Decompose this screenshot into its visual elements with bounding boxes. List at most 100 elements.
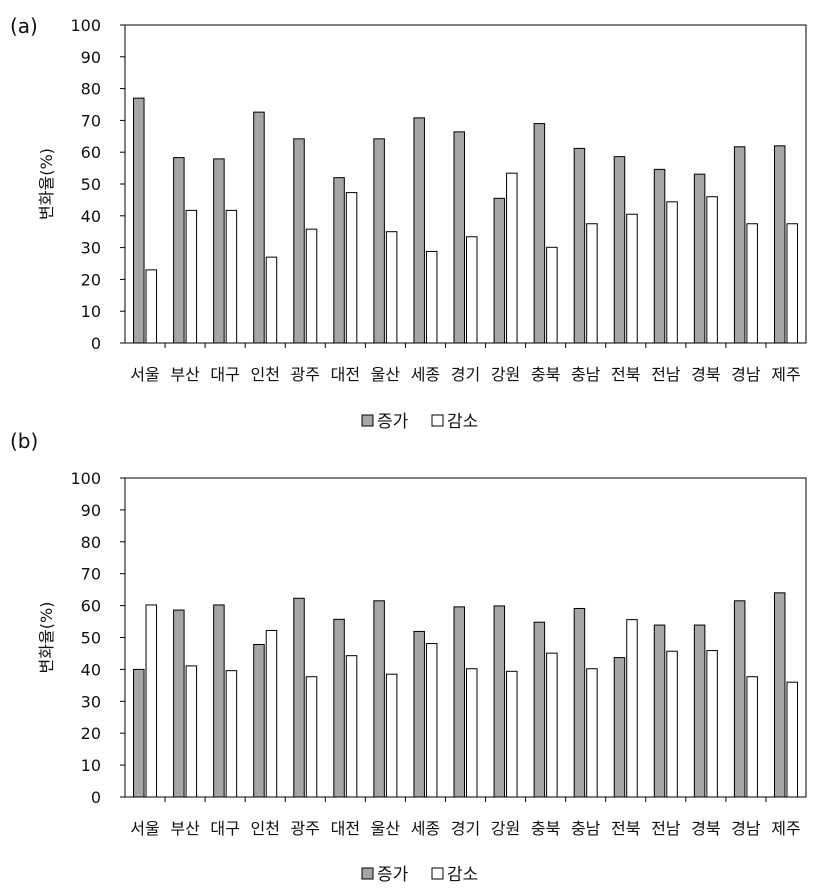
bar-decrease <box>345 655 358 798</box>
y-tick-label: 60 <box>81 597 101 616</box>
x-category-label: 대구 <box>210 819 239 838</box>
y-tick-label: 100 <box>70 469 101 488</box>
chart-panel-a: (a) 0 10 20 30 40 50 60 70 80 90 100 변화율(%) 서울 부산 대구 인천 광… <box>10 14 807 432</box>
bar-decrease <box>305 676 318 798</box>
y-tick-label: 20 <box>81 724 101 743</box>
x-category-label: 충남 <box>571 365 601 384</box>
y-tick-label: 40 <box>81 660 101 679</box>
legend-label: 감소 <box>447 412 478 432</box>
legend-swatch-decrease <box>431 867 444 880</box>
bar-decrease <box>546 246 558 344</box>
bar-increase <box>773 145 786 344</box>
bar-decrease <box>466 668 478 798</box>
y-tick-label: 10 <box>81 302 101 321</box>
bar-decrease <box>385 231 398 344</box>
x-category-label: 전북 <box>611 365 640 384</box>
y-tick-label: 70 <box>81 565 101 584</box>
x-category-label: 경북 <box>691 365 720 384</box>
x-category-label: 울산 <box>371 365 401 384</box>
bar-increase <box>133 97 145 344</box>
bar-increase <box>413 630 425 798</box>
x-category-label: 경남 <box>731 365 761 384</box>
x-category-label: 충남 <box>571 819 601 838</box>
y-axis-label: 변화율(%) <box>37 602 56 674</box>
bar-increase <box>733 146 746 344</box>
x-category-label: 대전 <box>331 365 360 384</box>
bar-increase <box>373 600 385 798</box>
bar-decrease <box>586 223 598 344</box>
y-tick-label: 80 <box>81 533 101 552</box>
bar-decrease <box>626 619 638 798</box>
y-tick-label: 0 <box>91 788 101 807</box>
bar-increase <box>453 131 465 344</box>
x-category-label: 인천 <box>250 819 279 838</box>
bar-increase <box>653 168 666 344</box>
bar-increase <box>653 624 666 798</box>
legend-label: 감소 <box>447 865 478 885</box>
bar-increase <box>493 605 506 798</box>
bar-decrease <box>385 673 398 798</box>
y-tick-label: 50 <box>81 175 101 194</box>
bar-increase <box>613 657 626 798</box>
y-tick-label: 40 <box>81 207 101 226</box>
y-tick-label: 60 <box>81 143 101 162</box>
legend: 증가 감소 <box>361 412 478 432</box>
bar-decrease <box>145 604 158 798</box>
bar-increase <box>773 592 786 798</box>
y-tick-label: 20 <box>81 270 101 289</box>
bar-increase <box>493 197 506 344</box>
bar-increase <box>293 597 305 798</box>
x-category-label: 강원 <box>491 819 520 838</box>
x-category-label: 경북 <box>691 819 720 838</box>
bar-decrease <box>626 213 638 344</box>
legend-label: 증가 <box>377 865 409 885</box>
bar-increase <box>573 607 586 798</box>
legend-swatch-decrease <box>431 414 444 427</box>
x-category-label: 충북 <box>531 819 560 838</box>
x-category-label: 광주 <box>291 819 320 838</box>
bar-decrease <box>666 650 678 798</box>
bar-increase <box>133 668 145 798</box>
legend: 증가 감소 <box>361 865 478 885</box>
bar-increase <box>173 609 185 798</box>
bar-decrease <box>305 228 318 344</box>
bar-increase <box>733 600 746 798</box>
bar-increase <box>613 156 626 344</box>
bar-increase <box>213 604 225 798</box>
bar-decrease <box>145 269 158 344</box>
x-category-label: 전남 <box>651 819 681 838</box>
legend-label: 증가 <box>377 412 409 432</box>
x-category-label: 경기 <box>451 819 480 838</box>
x-category-label: 경남 <box>731 819 761 838</box>
y-tick-label: 0 <box>91 334 101 353</box>
bar-increase <box>293 138 305 344</box>
bar-decrease <box>425 250 438 344</box>
y-tick-label: 90 <box>81 501 101 520</box>
y-tick-label: 30 <box>81 692 101 711</box>
x-category-label: 부산 <box>170 365 200 384</box>
y-tick-label: 70 <box>81 111 101 130</box>
y-tick-label: 10 <box>81 756 101 775</box>
bar-decrease <box>265 256 278 344</box>
panel-label: (a) <box>10 14 38 38</box>
bar-decrease <box>425 643 438 798</box>
x-category-label: 서울 <box>130 365 159 384</box>
x-category-label: 제주 <box>771 819 800 838</box>
bar-increase <box>333 618 345 798</box>
bar-decrease <box>185 209 198 344</box>
bar-decrease <box>265 629 278 798</box>
x-category-label: 대전 <box>331 819 360 838</box>
x-category-label: 울산 <box>371 819 401 838</box>
bar-increase <box>573 147 586 344</box>
bar-increase <box>213 158 225 344</box>
bar-increase <box>173 157 185 344</box>
x-category-label: 전남 <box>651 365 681 384</box>
x-category-label: 세종 <box>411 365 440 384</box>
x-category-label: 제주 <box>771 365 800 384</box>
x-category-label: 부산 <box>170 819 200 838</box>
legend-swatch-increase <box>361 414 374 427</box>
bar-increase <box>253 644 265 798</box>
bar-decrease <box>185 665 198 798</box>
y-tick-label: 30 <box>81 239 101 258</box>
x-category-label: 세종 <box>411 819 440 838</box>
